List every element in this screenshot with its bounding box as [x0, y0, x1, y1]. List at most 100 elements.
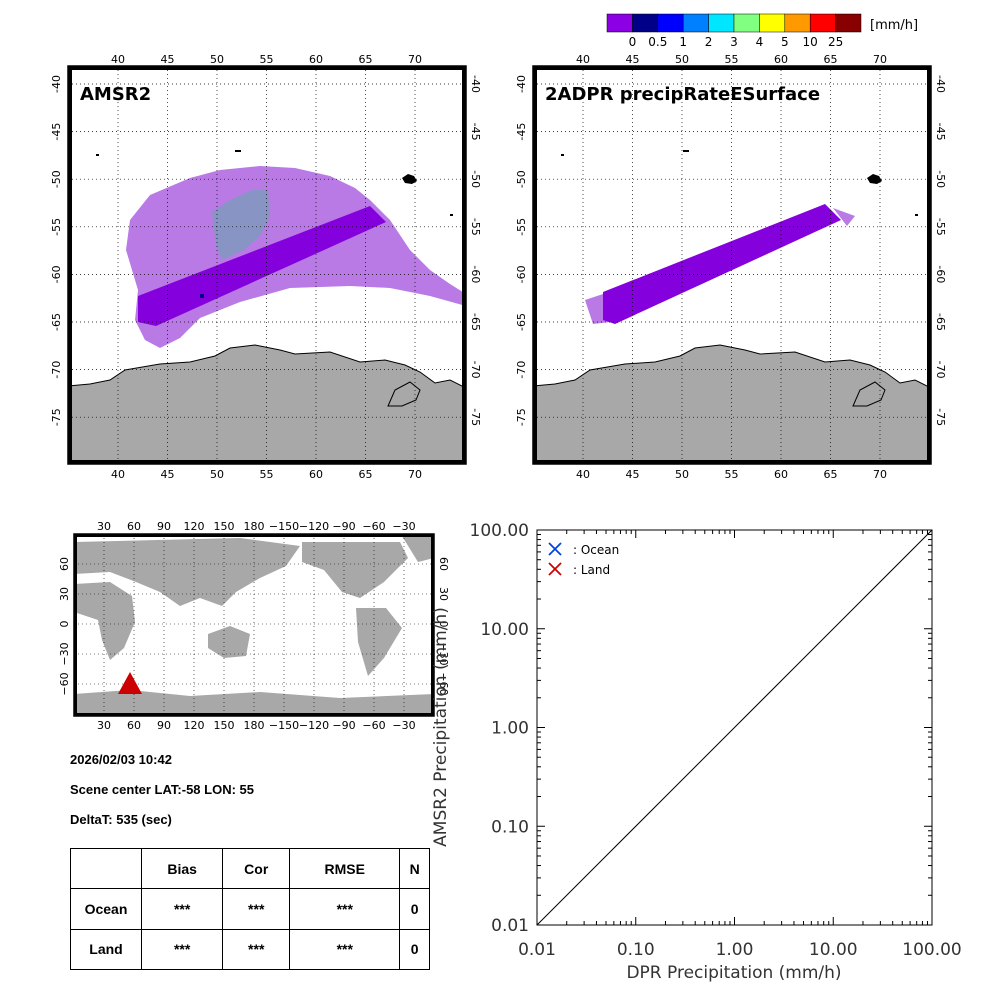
- lat-tick-left: -45: [50, 123, 63, 141]
- lat-tick-right: -50: [934, 170, 945, 188]
- lat-tick-left: -45: [515, 123, 528, 141]
- colorbar-swatch: [733, 13, 760, 33]
- lon-tick-bottom: 50: [210, 468, 224, 481]
- lat-tick-left: -75: [50, 408, 63, 426]
- world-lon-tick-top: 150: [214, 520, 235, 533]
- lon-tick-top: 70: [408, 53, 422, 66]
- y-tick-label: 10.00: [480, 620, 529, 640]
- world-map: 303060609090120120150150180180−150−150−1…: [58, 520, 450, 732]
- colorbar-label: 3: [730, 35, 738, 49]
- lon-tick-bottom: 65: [824, 468, 838, 481]
- lon-tick-top: 50: [210, 53, 224, 66]
- world-lon-tick-bottom: −30: [392, 719, 415, 732]
- colorbar-swatch: [759, 13, 786, 33]
- y-axis-label: AMSR2 Precipitation (mm/h): [431, 607, 451, 847]
- legend-marker: [548, 542, 562, 556]
- stats-cell-bias: ***: [140, 928, 224, 971]
- lat-tick-left: -55: [50, 218, 63, 236]
- lon-tick-bottom: 40: [576, 468, 590, 481]
- continent-eurasia: [74, 538, 300, 606]
- y-tick-label: 0.10: [491, 817, 529, 837]
- dpr-swath: [603, 204, 841, 324]
- lat-tick-left: -70: [515, 361, 528, 379]
- world-lon-tick-top: −120: [299, 520, 329, 533]
- world-lon-tick-bottom: −60: [362, 719, 385, 732]
- lon-tick-bottom: 40: [111, 468, 125, 481]
- world-lat-tick-right: −30: [437, 642, 450, 665]
- dpr-map-title: 2ADPR precipRateESurface: [545, 84, 820, 105]
- stats-header-row: Bias Cor RMSE N: [70, 847, 430, 890]
- lon-tick-top: 45: [161, 53, 175, 66]
- continent-australia: [208, 626, 250, 658]
- world-lon-tick-bottom: 90: [157, 719, 171, 732]
- colorbar-swatch: [809, 13, 836, 33]
- stats-row-label: Land: [70, 928, 142, 971]
- continent-greenland: [402, 536, 434, 562]
- world-lat-tick-left: 30: [58, 587, 71, 601]
- lat-tick-right: -55: [934, 218, 945, 236]
- legend-label: : Ocean: [573, 543, 619, 557]
- stats-header-bias: Bias: [140, 847, 224, 890]
- amsr2-grey-patch: [212, 190, 270, 260]
- x-tick-label: 0.01: [518, 940, 556, 960]
- stats-cell-n: 0: [399, 928, 430, 971]
- world-lon-tick-bottom: 180: [244, 719, 265, 732]
- lon-tick-bottom: 55: [260, 468, 274, 481]
- amsr2-map-title: AMSR2: [80, 84, 151, 105]
- one-to-one-line: [536, 529, 933, 926]
- lat-tick-right: -45: [469, 123, 480, 141]
- world-lat-tick-left: 0: [58, 621, 71, 628]
- lat-tick-left: -60: [515, 265, 528, 283]
- world-lon-tick-top: −30: [392, 520, 415, 533]
- stats-header-n: N: [399, 847, 430, 890]
- legend-marker: [548, 562, 562, 576]
- world-lon-tick-top: 60: [127, 520, 141, 533]
- lon-tick-bottom: 55: [725, 468, 739, 481]
- lat-tick-left: -50: [50, 170, 63, 188]
- colorbar-swatch: [784, 13, 811, 33]
- y-tick-label: 0.01: [491, 916, 529, 936]
- lon-tick-top: 40: [111, 53, 125, 66]
- lon-tick-top: 50: [675, 53, 689, 66]
- dpr-map: 40 40 45 45 50 50 55 55 60 60 65 65 70 70 -40 -40 -45 -45…: [515, 53, 945, 481]
- lon-tick-top: 55: [725, 53, 739, 66]
- lon-tick-top: 70: [873, 53, 887, 66]
- stats-header-rmse: RMSE: [289, 847, 401, 890]
- lon-tick-bottom: 60: [774, 468, 788, 481]
- stats-row-ocean: Ocean *** *** *** 0: [70, 888, 430, 930]
- lat-tick-right: -70: [469, 361, 480, 379]
- world-lon-tick-bottom: 60: [127, 719, 141, 732]
- lon-tick-bottom: 50: [675, 468, 689, 481]
- lon-tick-top: 65: [824, 53, 838, 66]
- stats-header-blank: [70, 847, 142, 890]
- stats-row-land: Land *** *** *** 0: [70, 928, 430, 971]
- stats-cell-rmse: ***: [289, 888, 401, 930]
- scene-center: Scene center LAT:-58 LON: 55: [70, 782, 254, 797]
- lat-tick-left: -40: [50, 75, 63, 93]
- lon-tick-bottom: 70: [408, 468, 422, 481]
- lat-tick-right: -60: [934, 265, 945, 283]
- world-lat-tick-right: 60: [437, 557, 450, 571]
- lon-tick-bottom: 65: [359, 468, 373, 481]
- lat-tick-left: -55: [515, 218, 528, 236]
- stats-cell-n: 0: [399, 888, 430, 930]
- lat-tick-right: -70: [934, 361, 945, 379]
- world-lon-tick-top: −60: [362, 520, 385, 533]
- world-lon-tick-bottom: −150: [269, 719, 299, 732]
- scatter-plot: 0.01 0.10 1.00 10.00 100.00 0.01 0.10 1.00 10.00…: [431, 521, 962, 983]
- lat-tick-right: -75: [934, 408, 945, 426]
- lat-tick-left: -65: [515, 313, 528, 331]
- lon-tick-bottom: 60: [309, 468, 323, 481]
- world-lon-tick-bottom: −90: [332, 719, 355, 732]
- colorbar-label: 4: [756, 35, 764, 49]
- lat-tick-left: -60: [50, 265, 63, 283]
- lon-tick-top: 40: [576, 53, 590, 66]
- lat-tick-right: -55: [469, 218, 480, 236]
- world-lon-tick-top: 90: [157, 520, 171, 533]
- world-lon-tick-bottom: 120: [184, 719, 205, 732]
- legend-label: : Land: [573, 563, 610, 577]
- continent-north-america: [302, 542, 408, 598]
- colorbar-swatch: [708, 13, 735, 33]
- lat-tick-left: -50: [515, 170, 528, 188]
- y-tick-label: 1.00: [491, 719, 529, 739]
